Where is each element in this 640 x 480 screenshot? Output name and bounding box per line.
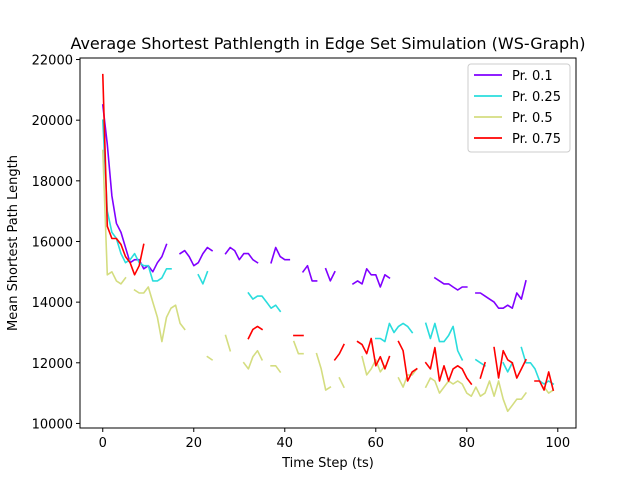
series-line-0-segment-5 (324, 267, 336, 282)
series-line-1-segment-1 (197, 270, 209, 285)
legend-label: Pr. 0.75 (512, 132, 561, 147)
y-tick-label: 22000 (32, 54, 73, 69)
x-tick-label: 0 (99, 436, 107, 451)
x-axis-label: Time Step (ts) (281, 456, 374, 471)
series-line-0-segment-0 (101, 104, 168, 273)
series-line-2-segment-11 (424, 377, 528, 413)
series-line-0-segment-3 (270, 246, 291, 264)
series-line-2-segment-1 (133, 286, 186, 343)
series-line-3-segment-5 (397, 340, 418, 382)
series-line-1-segment-2 (247, 291, 282, 313)
series-line-1-segment-4 (424, 322, 464, 361)
series-line-0-segment-4 (301, 264, 318, 282)
series-line-1-segment-6 (502, 361, 514, 373)
series-lines (101, 73, 555, 413)
y-axis: 10000 12000 14000 16000 18000 20000 22000 (32, 54, 80, 432)
plot-frame (79, 57, 577, 429)
x-tick-label: 100 (545, 436, 570, 451)
series-line-0-segment-6 (351, 268, 391, 288)
series-line-0-segment-2 (224, 246, 259, 264)
series-line-3-segment-0 (101, 73, 145, 276)
series-line-3-segment-9 (534, 371, 555, 392)
series-line-2-segment-4 (242, 349, 264, 370)
x-tick-label: 40 (276, 436, 293, 451)
legend-label: Pr. 0.25 (512, 90, 561, 105)
series-line-3-segment-8 (493, 346, 527, 379)
x-tick-label: 80 (459, 436, 476, 451)
series-line-2-segment-7 (315, 352, 332, 391)
series-line-2-segment-6 (292, 340, 304, 355)
series-line-2-segment-12 (542, 385, 555, 394)
series-line-3-segment-4 (356, 337, 391, 370)
series-line-0-segment-8 (475, 279, 527, 309)
series-line-2-segment-0 (101, 149, 127, 285)
x-axis: 0 20 40 60 80 100 (99, 428, 570, 451)
series-line-1-segment-3 (375, 322, 414, 343)
series-line-1-segment-7 (520, 346, 555, 386)
series-line-3-segment-3 (333, 343, 345, 361)
y-tick-label: 16000 (32, 235, 73, 250)
series-line-2-segment-3 (224, 334, 232, 352)
x-tick-label: 60 (368, 436, 385, 451)
legend-label: Pr. 0.5 (512, 111, 553, 126)
y-axis-label: Mean Shortest Path Length (6, 155, 21, 331)
y-tick-label: 18000 (32, 175, 73, 190)
series-line-2-segment-9 (361, 355, 387, 376)
legend-label: Pr. 0.1 (512, 69, 553, 84)
series-line-1-segment-0 (101, 119, 172, 282)
series-line-2-segment-10 (397, 367, 418, 388)
y-tick-label: 12000 (32, 357, 73, 372)
series-line-2-segment-2 (206, 355, 214, 361)
series-line-2-segment-8 (338, 376, 345, 389)
series-line-0-segment-7 (433, 276, 468, 291)
legend: Pr. 0.1 Pr. 0.25 Pr. 0.5 Pr. 0.75 (467, 63, 571, 153)
legend-box (467, 63, 571, 153)
chart-title: Average Shortest Pathlength in Edge Set … (70, 34, 585, 53)
y-tick-label: 20000 (32, 114, 73, 129)
series-line-3-segment-7 (479, 361, 486, 379)
series-line-0-segment-1 (178, 246, 214, 267)
series-line-2-segment-5 (270, 365, 282, 374)
y-tick-label: 10000 (32, 417, 73, 432)
x-tick-label: 20 (185, 436, 202, 451)
series-line-1-segment-5 (474, 358, 487, 367)
series-line-3-segment-1 (247, 325, 264, 340)
series-line-3-segment-6 (424, 346, 473, 386)
y-tick-label: 14000 (32, 296, 73, 311)
